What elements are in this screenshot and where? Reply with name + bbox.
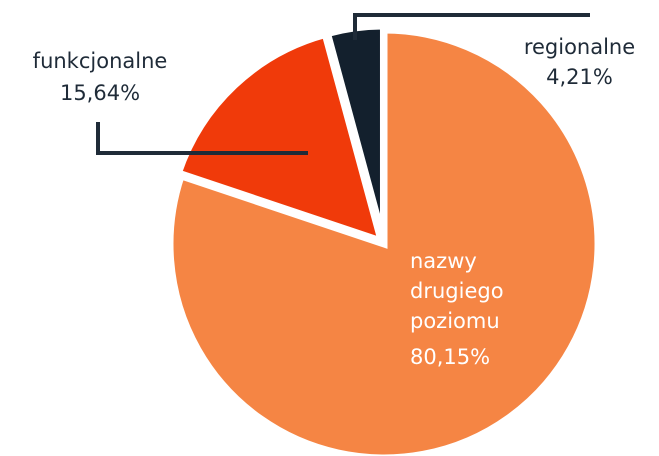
value-label: 15,64% [59, 81, 141, 105]
slice-label: funkcjonalne [32, 49, 168, 73]
leader-line [353, 13, 590, 40]
slice-label: nazwy drugiego poziomu [410, 249, 504, 333]
slice-label: regionalne [523, 35, 636, 59]
value-label: 4,21% [546, 65, 613, 89]
value-label: 80,15% [410, 345, 491, 369]
leader-line [96, 122, 308, 155]
